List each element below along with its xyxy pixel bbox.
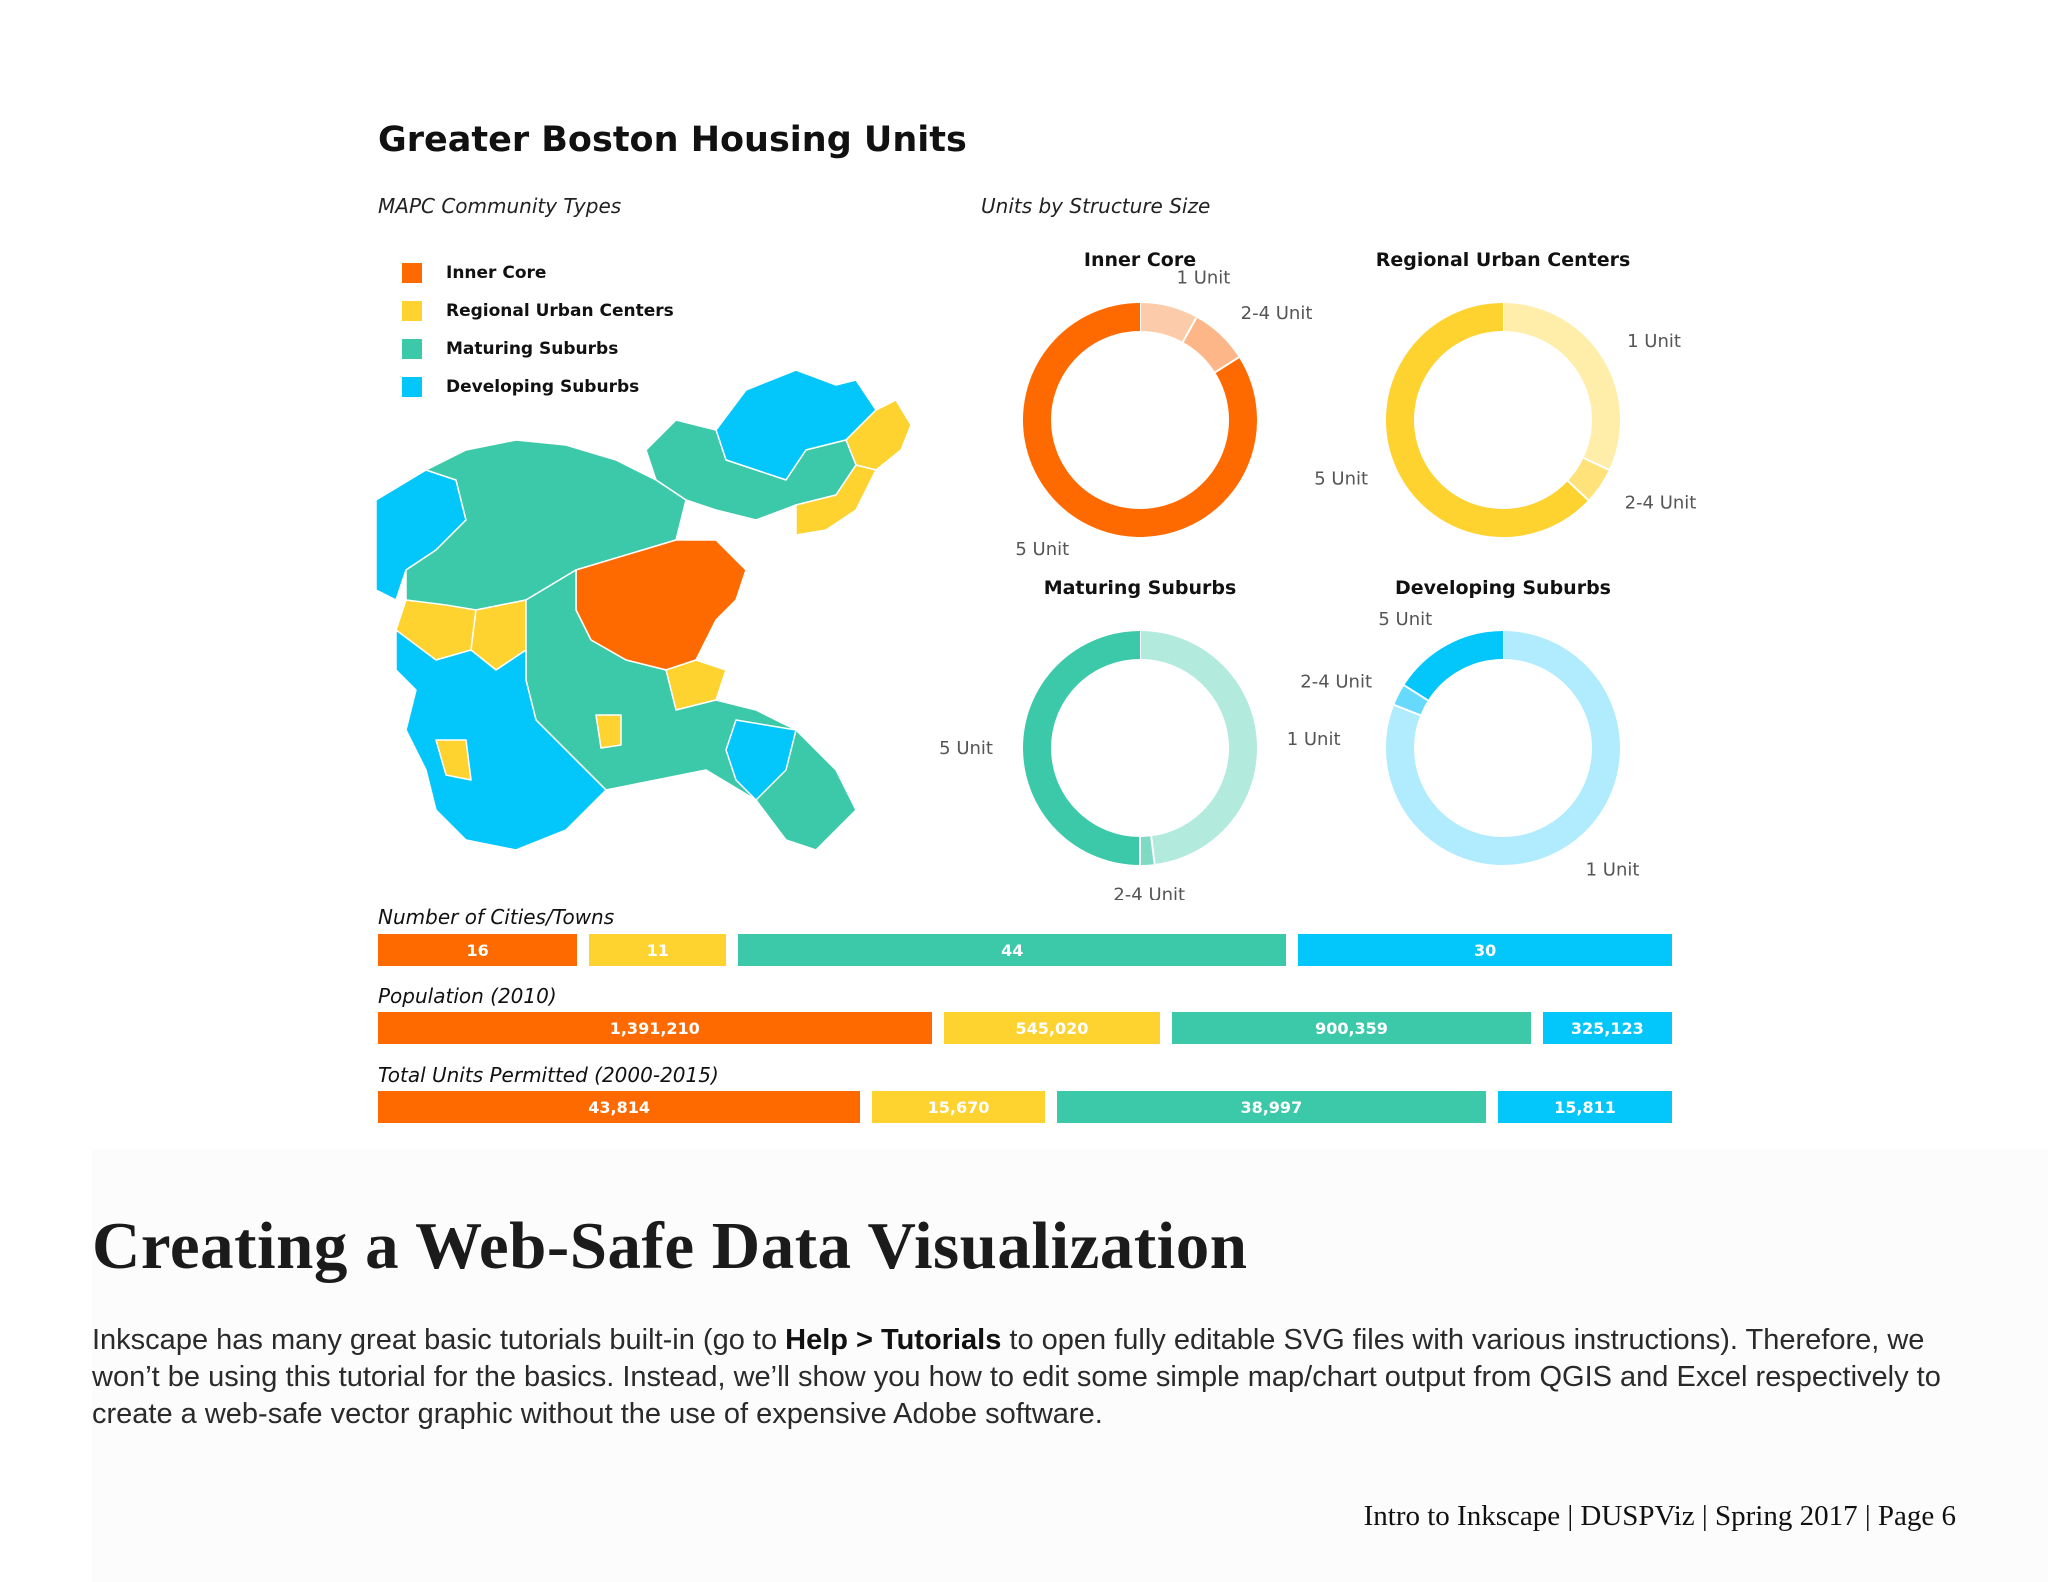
page-background bbox=[92, 1150, 2048, 1582]
donut-separator bbox=[1403, 684, 1429, 702]
donut-slice-label: 1 Unit bbox=[1177, 268, 1231, 289]
bar-row-units-permitted: 43,814 15,670 38,997 15,811 bbox=[378, 1091, 1672, 1123]
bar-segment: 15,811 bbox=[1497, 1091, 1672, 1123]
bar-segment: 15,670 bbox=[872, 1091, 1045, 1123]
donut-slice-label: 5 Unit bbox=[1378, 609, 1432, 630]
legend-item-maturing: Maturing Suburbs bbox=[402, 330, 674, 368]
donut-separator bbox=[1567, 480, 1589, 501]
bar-section-label: Total Units Permitted (2000-2015) bbox=[378, 1063, 719, 1087]
map-region-urban-northshore bbox=[795, 464, 877, 536]
map-region-urban-south-pocket bbox=[595, 714, 622, 749]
help-tutorials-menu-path: Help > Tutorials bbox=[785, 1324, 1002, 1356]
donut-separator bbox=[1181, 316, 1198, 343]
donut-slice-label: 1 Unit bbox=[1627, 331, 1681, 352]
legend-swatch bbox=[402, 339, 422, 359]
legend-label: Developing Suburbs bbox=[446, 377, 640, 397]
legend-swatch bbox=[402, 377, 422, 397]
donut-separator bbox=[1150, 836, 1156, 865]
bar-segment: 30 bbox=[1298, 934, 1672, 966]
figure-title: Greater Boston Housing Units bbox=[378, 120, 967, 160]
bar-segment: 11 bbox=[589, 934, 727, 966]
bar-segment: 325,123 bbox=[1542, 1012, 1672, 1044]
donut-separator bbox=[1393, 703, 1421, 717]
bar-section-label: Population (2010) bbox=[378, 984, 557, 1008]
donut-slice bbox=[1386, 631, 1620, 865]
bar-segment: 900,359 bbox=[1172, 1012, 1531, 1044]
donut-slice-label: 2-4 Unit bbox=[1300, 671, 1372, 692]
legend-swatch bbox=[402, 301, 422, 321]
bar-segment: 545,020 bbox=[943, 1012, 1161, 1044]
donut-slice bbox=[1502, 303, 1620, 470]
legend-item-inner-core: Inner Core bbox=[402, 254, 674, 292]
map-region-developing-south bbox=[395, 629, 607, 851]
map-region-developing-southeast bbox=[725, 719, 797, 801]
region-map bbox=[376, 370, 912, 851]
donut-slice-label: 2-4 Unit bbox=[1113, 885, 1185, 900]
donut-slice bbox=[1139, 303, 1197, 343]
donut-slice bbox=[1139, 836, 1155, 865]
donut-subtitle: Units by Structure Size bbox=[981, 194, 1211, 218]
donut-slice bbox=[1023, 303, 1257, 537]
donut-slice bbox=[1023, 631, 1141, 865]
legend-item-developing: Developing Suburbs bbox=[402, 368, 674, 406]
bar-segment: 16 bbox=[378, 934, 578, 966]
bar-row-population: 1,391,210 545,020 900,359 325,123 bbox=[378, 1012, 1672, 1044]
donut-slice-label: 1 Unit bbox=[1586, 860, 1640, 881]
donut-slice bbox=[1386, 303, 1589, 537]
bar-row-cities: 16 11 44 30 bbox=[378, 934, 1672, 966]
bar-section-label: Number of Cities/Towns bbox=[378, 905, 615, 929]
donut-slice bbox=[1139, 631, 1257, 865]
donut-slice bbox=[1404, 631, 1504, 701]
legend-label: Maturing Suburbs bbox=[446, 339, 619, 359]
bar-segment: 44 bbox=[738, 934, 1287, 966]
donut-slice bbox=[1394, 685, 1429, 716]
bar-segment: 38,997 bbox=[1056, 1091, 1486, 1123]
donut-slice-label: 5 Unit bbox=[1015, 539, 1069, 560]
paragraph-text: to open fully editable SVG files with va… bbox=[92, 1324, 1941, 1430]
legend-label: Regional Urban Centers bbox=[446, 301, 674, 321]
bar-segment: 43,814 bbox=[378, 1091, 861, 1123]
page-heading: Creating a Web-Safe Data Visualization bbox=[92, 1209, 1248, 1283]
legend-item-regional-urban: Regional Urban Centers bbox=[402, 292, 674, 330]
donut-slice bbox=[1182, 317, 1239, 373]
donut-slice-label: 5 Unit bbox=[1314, 468, 1368, 489]
donut-title: Developing Suburbs bbox=[1395, 577, 1611, 599]
donut-title: Inner Core bbox=[1084, 249, 1196, 271]
legend-label: Inner Core bbox=[446, 263, 547, 283]
donut-title: Regional Urban Centers bbox=[1376, 249, 1631, 271]
map-region-urban-southwest bbox=[435, 739, 472, 781]
donut-slice-label: 2-4 Unit bbox=[1625, 493, 1697, 514]
donut-slice-label: 5 Unit bbox=[939, 738, 993, 759]
donut-title: Maturing Suburbs bbox=[1044, 577, 1237, 599]
page-footer: Intro to Inkscape | DUSPViz | Spring 201… bbox=[1363, 1500, 1956, 1532]
donut-slice-label: 1 Unit bbox=[1287, 729, 1341, 750]
legend-swatch bbox=[402, 263, 422, 283]
paragraph-text: Inkscape has many great basic tutorials … bbox=[92, 1324, 786, 1356]
bar-segment: 1,391,210 bbox=[378, 1012, 932, 1044]
map-subtitle: MAPC Community Types bbox=[378, 194, 622, 218]
donut-separator bbox=[1583, 456, 1610, 471]
donut-slice-label: 2-4 Unit bbox=[1241, 303, 1313, 324]
donut-slice bbox=[1567, 457, 1609, 501]
map-legend: Inner Core Regional Urban Centers Maturi… bbox=[402, 254, 674, 406]
donut-separator bbox=[1214, 356, 1240, 374]
intro-paragraph: Inkscape has many great basic tutorials … bbox=[92, 1322, 1992, 1433]
